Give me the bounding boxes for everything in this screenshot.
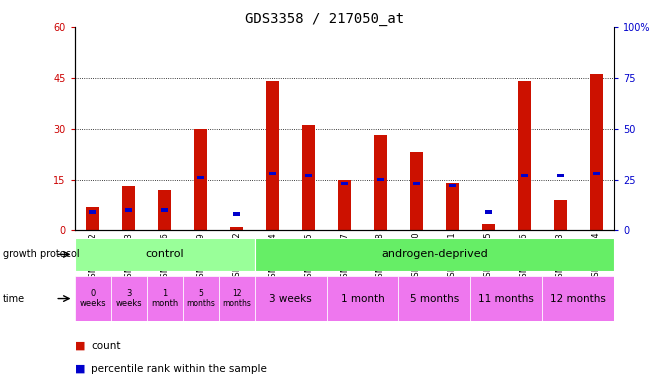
- Bar: [374, 136, 387, 230]
- Bar: [266, 81, 279, 230]
- Bar: [111, 276, 147, 321]
- Bar: [125, 208, 132, 212]
- Bar: [302, 125, 315, 230]
- Text: time: time: [3, 293, 25, 304]
- Bar: [398, 276, 471, 321]
- Bar: [233, 212, 240, 216]
- Text: 1 month: 1 month: [341, 293, 384, 304]
- Bar: [161, 208, 168, 212]
- Bar: [183, 276, 218, 321]
- Text: 3
weeks: 3 weeks: [116, 289, 142, 308]
- Bar: [269, 172, 276, 175]
- Bar: [326, 276, 398, 321]
- Bar: [542, 276, 614, 321]
- Bar: [413, 182, 420, 185]
- Bar: [86, 207, 99, 230]
- Text: ■: ■: [75, 341, 85, 351]
- Text: 1
month: 1 month: [151, 289, 178, 308]
- Bar: [471, 276, 542, 321]
- Bar: [197, 175, 204, 179]
- Bar: [590, 74, 603, 230]
- Text: ■: ■: [75, 364, 85, 374]
- Bar: [255, 238, 614, 271]
- Bar: [305, 174, 312, 177]
- Text: control: control: [146, 249, 184, 260]
- Bar: [518, 81, 530, 230]
- Text: androgen-deprived: androgen-deprived: [381, 249, 488, 260]
- Bar: [341, 182, 348, 185]
- Bar: [554, 200, 567, 230]
- Text: GDS3358 / 217050_at: GDS3358 / 217050_at: [246, 12, 404, 25]
- Bar: [410, 152, 422, 230]
- Text: count: count: [91, 341, 120, 351]
- Bar: [218, 276, 255, 321]
- Bar: [593, 172, 600, 175]
- Bar: [147, 276, 183, 321]
- Bar: [159, 190, 171, 230]
- Text: 5
months: 5 months: [186, 289, 215, 308]
- Bar: [75, 238, 255, 271]
- Text: percentile rank within the sample: percentile rank within the sample: [91, 364, 267, 374]
- Bar: [75, 276, 110, 321]
- Text: 12 months: 12 months: [551, 293, 606, 304]
- Bar: [482, 223, 495, 230]
- Text: growth protocol: growth protocol: [3, 249, 80, 260]
- Text: 12
months: 12 months: [222, 289, 251, 308]
- Bar: [230, 227, 243, 230]
- Text: 11 months: 11 months: [478, 293, 534, 304]
- Bar: [557, 174, 564, 177]
- Text: 5 months: 5 months: [410, 293, 459, 304]
- Bar: [338, 180, 351, 230]
- Bar: [122, 186, 135, 230]
- Bar: [485, 210, 492, 214]
- Bar: [446, 183, 459, 230]
- Text: 3 weeks: 3 weeks: [269, 293, 312, 304]
- Bar: [377, 178, 384, 181]
- Bar: [194, 129, 207, 230]
- Bar: [89, 210, 96, 214]
- Text: 0
weeks: 0 weeks: [79, 289, 106, 308]
- Bar: [521, 174, 528, 177]
- Bar: [449, 184, 456, 187]
- Bar: [255, 276, 326, 321]
